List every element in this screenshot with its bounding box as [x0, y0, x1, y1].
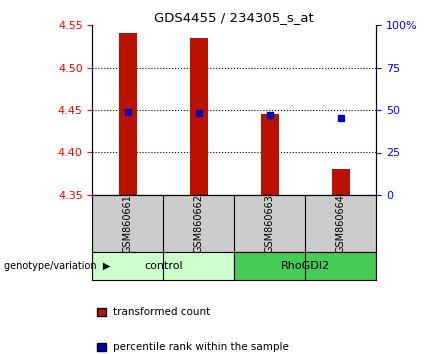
Text: genotype/variation  ▶: genotype/variation ▶: [4, 261, 111, 271]
Text: percentile rank within the sample: percentile rank within the sample: [113, 342, 289, 352]
Bar: [119, 34, 137, 195]
Bar: [234, 252, 376, 280]
Text: RhoGDI2: RhoGDI2: [281, 261, 330, 271]
Bar: [332, 170, 350, 195]
Title: GDS4455 / 234305_s_at: GDS4455 / 234305_s_at: [154, 11, 314, 24]
Bar: [305, 195, 376, 252]
Text: GSM860661: GSM860661: [123, 194, 133, 253]
Text: GSM860663: GSM860663: [265, 194, 275, 253]
Text: control: control: [144, 261, 183, 271]
Bar: [163, 195, 234, 252]
Text: transformed count: transformed count: [113, 307, 210, 317]
Bar: [92, 195, 163, 252]
Bar: [190, 38, 208, 195]
Text: GSM860664: GSM860664: [336, 194, 346, 253]
Bar: [92, 252, 234, 280]
Text: GSM860662: GSM860662: [194, 194, 204, 253]
Bar: [261, 114, 279, 195]
Bar: [234, 195, 305, 252]
